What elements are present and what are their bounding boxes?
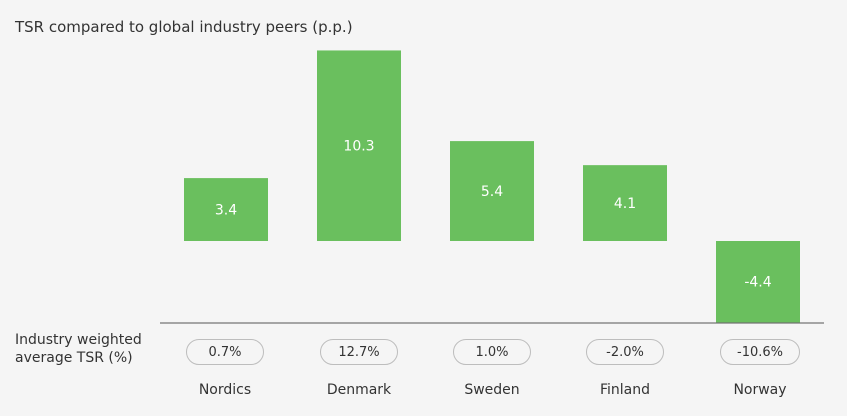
chart-title: TSR compared to global industry peers (p…	[15, 18, 353, 36]
bar-value-label-sweden: 5.4	[481, 184, 503, 200]
weighted-tsr-denmark: 12.7%	[320, 339, 398, 365]
category-label-sweden: Sweden	[464, 382, 520, 398]
category-label-finland: Finland	[599, 382, 651, 398]
category-label-nordics: Nordics	[198, 382, 252, 398]
weighted-tsr-nordics: 0.7%	[186, 339, 264, 365]
category-label-denmark: Denmark	[326, 382, 392, 398]
bar-finland	[583, 165, 667, 241]
bar-value-label-denmark: 10.3	[343, 139, 374, 155]
bar-denmark	[317, 50, 401, 242]
bar-value-label-nordics: 3.4	[215, 203, 237, 219]
bar-nordics	[184, 178, 268, 241]
weighted-tsr-sweden: 1.0%	[453, 339, 531, 365]
weighted-tsr-finland: -2.0%	[586, 339, 664, 365]
weighted-tsr-norway: -10.6%	[720, 339, 800, 365]
bar-sweden	[450, 141, 534, 241]
category-label-norway: Norway	[733, 382, 787, 398]
bar-value-label-norway: -4.4	[744, 275, 771, 291]
bar-value-label-finland: 4.1	[614, 196, 636, 212]
bar-norway	[716, 241, 800, 323]
weighted-tsr-row-label: Industry weighted average TSR (%)	[15, 332, 142, 366]
